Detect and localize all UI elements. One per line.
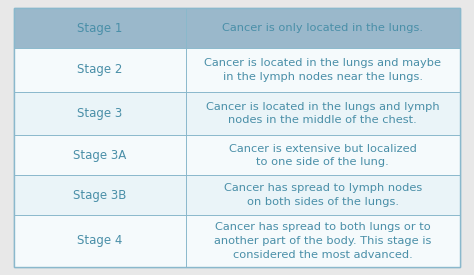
Bar	[186, 48, 460, 92]
Bar	[186, 175, 460, 215]
Bar	[14, 48, 186, 92]
Text: Stage 1: Stage 1	[77, 22, 123, 35]
Text: Cancer is only located in the lungs.: Cancer is only located in the lungs.	[222, 23, 423, 33]
Bar	[14, 8, 186, 48]
Text: Stage 3: Stage 3	[77, 107, 123, 120]
Bar	[186, 8, 460, 48]
Bar	[186, 135, 460, 175]
Text: Stage 3B: Stage 3B	[73, 189, 127, 202]
Bar	[14, 92, 186, 135]
Text: Cancer is located in the lungs and maybe
in the lymph nodes near the lungs.: Cancer is located in the lungs and maybe…	[204, 58, 441, 82]
Text: Stage 3A: Stage 3A	[73, 149, 127, 162]
Bar	[14, 135, 186, 175]
Text: Cancer has spread to both lungs or to
another part of the body. This stage is
co: Cancer has spread to both lungs or to an…	[214, 222, 431, 260]
Bar	[14, 175, 186, 215]
Text: Stage 2: Stage 2	[77, 64, 123, 76]
Bar	[14, 215, 186, 267]
Text: Stage 4: Stage 4	[77, 234, 123, 248]
Bar	[186, 215, 460, 267]
Text: Cancer is located in the lungs and lymph
nodes in the middle of the chest.: Cancer is located in the lungs and lymph…	[206, 102, 439, 125]
Text: Cancer is extensive but localized
to one side of the lung.: Cancer is extensive but localized to one…	[229, 144, 417, 167]
Bar	[186, 92, 460, 135]
Text: Cancer has spread to lymph nodes
on both sides of the lungs.: Cancer has spread to lymph nodes on both…	[224, 183, 422, 207]
